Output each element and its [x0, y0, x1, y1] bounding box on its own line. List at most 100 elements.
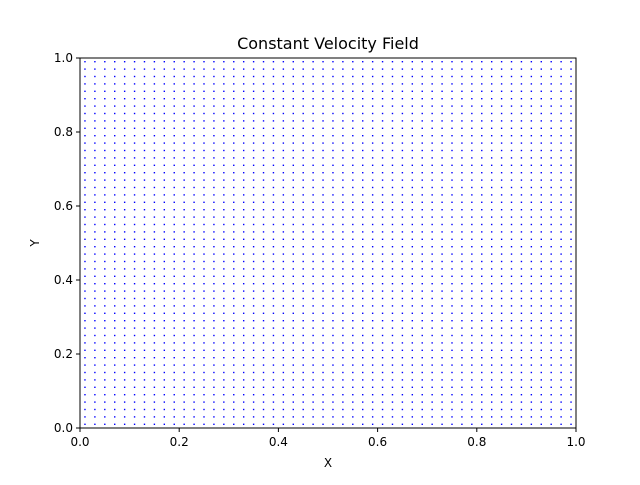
vector-point [233, 268, 235, 270]
vector-point [84, 172, 86, 174]
vector-point [312, 327, 314, 329]
vector-point [481, 179, 483, 181]
vector-point [173, 327, 175, 329]
vector-point [550, 253, 552, 255]
vector-point [213, 327, 215, 329]
vector-point [153, 320, 156, 322]
vector-point [193, 379, 195, 381]
vector-point [133, 238, 136, 240]
vector-point [371, 357, 374, 359]
vector-point [560, 83, 562, 85]
vector-point [520, 142, 523, 144]
vector-point [312, 312, 314, 314]
vector-point [233, 327, 235, 329]
vector-point [461, 312, 463, 314]
vector-point [490, 253, 493, 255]
vector-point [242, 371, 245, 374]
vector-point [530, 61, 533, 63]
vector-point [292, 75, 294, 78]
vector-point [431, 194, 433, 196]
vector-point [153, 327, 156, 329]
vector-point [401, 320, 404, 322]
vector-point [272, 260, 275, 263]
vector-point [352, 164, 354, 166]
vector-point [441, 342, 443, 344]
vector-point [481, 275, 483, 277]
vector-point [362, 371, 364, 374]
vector-point [550, 120, 552, 122]
vector-point [233, 386, 235, 388]
vector-point [421, 379, 423, 381]
vector-point [123, 408, 126, 411]
vector-point [173, 112, 175, 115]
vector-point [570, 149, 572, 152]
vector-point [153, 105, 156, 107]
vector-point [223, 320, 225, 322]
vector-point [550, 142, 552, 144]
vector-point [332, 312, 334, 314]
vector-point [173, 90, 175, 92]
vector-point [282, 416, 285, 418]
vector-point [143, 357, 146, 359]
vector-point [471, 127, 473, 129]
vector-point [183, 283, 185, 285]
vector-point [242, 275, 245, 277]
vector-point [233, 127, 235, 129]
vector-point [312, 408, 314, 411]
vector-point [540, 68, 542, 70]
vector-point [481, 327, 483, 329]
vector-point [84, 260, 86, 263]
vector-point [421, 312, 423, 314]
vector-point [411, 312, 414, 314]
vector-point [342, 201, 344, 203]
vector-point [203, 157, 205, 159]
vector-point [114, 312, 116, 314]
vector-point [183, 90, 185, 92]
vector-point [292, 290, 294, 292]
vector-point [550, 275, 552, 277]
vector-point [461, 416, 463, 418]
vector-point [550, 231, 552, 233]
vector-point [362, 357, 364, 359]
vector-point [203, 312, 205, 314]
vector-point [213, 186, 215, 189]
vector-point [342, 194, 344, 196]
vector-point [451, 68, 453, 70]
vector-point [401, 371, 404, 374]
vector-point [242, 127, 245, 129]
vector-point [352, 149, 354, 152]
vector-point [104, 223, 106, 226]
vector-point [530, 275, 533, 277]
vector-point [431, 135, 433, 137]
vector-point [362, 186, 364, 189]
vector-point [123, 342, 126, 344]
vector-point [381, 68, 384, 70]
vector-point [510, 334, 513, 337]
vector-point [252, 253, 255, 255]
vector-point [421, 172, 423, 174]
vector-point [143, 90, 146, 92]
vector-point [183, 231, 185, 233]
vector-point [471, 135, 473, 137]
vector-point [461, 90, 463, 92]
vector-point [233, 98, 235, 100]
vector-point [322, 327, 324, 329]
vector-point [84, 334, 86, 337]
vector-point [342, 223, 344, 226]
vector-point [411, 112, 414, 115]
vector-point [431, 408, 433, 411]
vector-point [173, 423, 175, 425]
vector-point [520, 157, 523, 159]
vector-point [114, 238, 116, 240]
vector-point [500, 194, 503, 196]
vector-point [362, 164, 364, 166]
vector-point [153, 283, 156, 285]
vector-point [520, 253, 523, 255]
vector-point [262, 135, 265, 137]
vector-point [312, 283, 314, 285]
vector-point [352, 142, 354, 144]
vector-point [391, 83, 394, 85]
vector-point [163, 275, 166, 277]
vector-point [381, 379, 384, 381]
vector-point [104, 408, 106, 411]
